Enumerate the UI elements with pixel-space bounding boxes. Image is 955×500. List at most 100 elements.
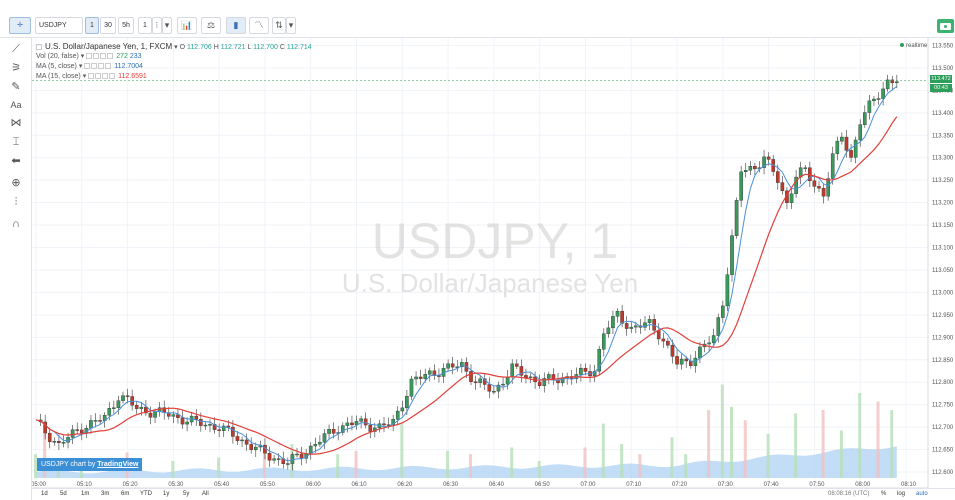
eye-icon[interactable] bbox=[88, 73, 95, 80]
more-icon[interactable] bbox=[105, 63, 112, 70]
chevron-down-icon[interactable]: ▾ bbox=[82, 73, 89, 80]
candle bbox=[666, 340, 670, 346]
time-tick-label: 07:20 bbox=[672, 482, 688, 488]
settings-icon[interactable] bbox=[93, 53, 100, 60]
candle bbox=[579, 367, 583, 375]
range-1y[interactable]: 1y bbox=[163, 491, 170, 497]
time-tick-label: 06:30 bbox=[443, 482, 459, 488]
ruler-icon[interactable]: ⫶ bbox=[14, 196, 18, 208]
magnet-icon[interactable]: ∩ bbox=[12, 218, 20, 230]
camera-icon[interactable] bbox=[937, 19, 954, 33]
candle bbox=[592, 371, 597, 377]
settings-icon[interactable] bbox=[91, 63, 98, 70]
chevron-down-icon[interactable]: ▾ bbox=[78, 63, 85, 70]
candle bbox=[446, 363, 450, 369]
range-3m[interactable]: 3m bbox=[101, 491, 110, 497]
settings-icon[interactable] bbox=[95, 73, 102, 80]
close-icon[interactable] bbox=[102, 73, 109, 80]
chart-area[interactable]: 113.550113.500113.450113.400113.350113.3… bbox=[32, 38, 955, 500]
price-tick-label: 113.500 bbox=[932, 66, 954, 72]
collapse-icon[interactable] bbox=[36, 44, 42, 51]
brush-icon[interactable]: ✎ bbox=[11, 81, 21, 93]
chevron-down-icon[interactable]: ▾ bbox=[286, 17, 296, 34]
candle bbox=[821, 188, 826, 197]
candle bbox=[583, 367, 588, 372]
candle bbox=[661, 338, 666, 342]
candle bbox=[144, 406, 148, 414]
candle bbox=[331, 429, 336, 434]
sort-icon[interactable]: ⇅ bbox=[272, 17, 286, 34]
candle bbox=[450, 363, 455, 368]
tradingview-branding[interactable]: USDJPY chart by TradingView bbox=[37, 458, 143, 471]
branding-link[interactable]: TradingView bbox=[97, 461, 139, 468]
indicators-icon[interactable]: 〽 bbox=[249, 17, 269, 34]
measure-icon[interactable]: ⌶ bbox=[12, 136, 20, 148]
candle bbox=[492, 390, 496, 393]
range-1m[interactable]: 1m bbox=[81, 491, 90, 497]
candle bbox=[478, 378, 482, 383]
price-chart[interactable]: 113.550113.500113.450113.400113.350113.3… bbox=[32, 38, 955, 500]
time-tick-label: 05:50 bbox=[260, 482, 276, 488]
crosshair-icon[interactable]: ✛ bbox=[9, 17, 31, 34]
range-ytd[interactable]: YTD bbox=[140, 491, 152, 497]
zoom-icon[interactable]: ⊕ bbox=[11, 177, 21, 189]
candle bbox=[382, 423, 386, 426]
legend-l-label: L bbox=[247, 44, 252, 51]
range-all[interactable]: All bbox=[202, 491, 209, 497]
percent-toggle[interactable]: % bbox=[881, 491, 887, 497]
last-price-tag: 113.472 bbox=[930, 75, 952, 83]
candle bbox=[180, 417, 185, 425]
candles-icon[interactable]: ▮ bbox=[226, 17, 246, 34]
volume-bar bbox=[858, 393, 862, 478]
candle bbox=[634, 325, 638, 328]
candle bbox=[286, 463, 290, 465]
legend-title: U.S. Dollar/Japanese Yen, 1, FXCM bbox=[44, 42, 173, 51]
close-icon[interactable] bbox=[98, 63, 105, 70]
compare-icon[interactable]: ⚖ bbox=[201, 17, 221, 34]
interval-1-button[interactable]: 1 bbox=[138, 17, 152, 34]
legend-vol-value-2: 233 bbox=[129, 53, 142, 60]
volume-bar bbox=[620, 444, 624, 478]
chevron-down-icon[interactable]: ▾ bbox=[162, 17, 172, 34]
candle bbox=[679, 358, 684, 365]
chevron-down-icon[interactable]: ▾ bbox=[174, 44, 180, 51]
candle bbox=[57, 441, 61, 443]
eye-icon[interactable] bbox=[86, 53, 93, 60]
utc-clock: 08:08:16 (UTC) bbox=[828, 491, 870, 497]
interval-30-button[interactable]: 30 bbox=[100, 17, 116, 34]
pattern-icon[interactable]: ⋈ bbox=[10, 117, 22, 129]
more-icon[interactable] bbox=[107, 53, 114, 60]
eye-icon[interactable] bbox=[84, 63, 91, 70]
volume-bar bbox=[670, 437, 674, 478]
candle bbox=[707, 342, 711, 345]
chart-style-icon[interactable]: 📊 bbox=[177, 17, 197, 34]
range-6m[interactable]: 6m bbox=[121, 491, 130, 497]
range-5d[interactable]: 5d bbox=[60, 491, 67, 497]
candle bbox=[386, 424, 391, 426]
volume-bar bbox=[43, 433, 47, 478]
trend-line-icon[interactable]: ⟋ bbox=[12, 43, 20, 55]
text-icon[interactable]: Aa bbox=[10, 100, 22, 110]
chevron-down-icon[interactable]: ▾ bbox=[80, 53, 87, 60]
candle bbox=[327, 429, 331, 434]
auto-toggle[interactable]: auto bbox=[916, 491, 928, 497]
price-tick-label: 113.550 bbox=[932, 43, 954, 49]
symbol-search-input[interactable]: USDJPY bbox=[35, 17, 83, 34]
candle bbox=[244, 439, 249, 445]
range-5y[interactable]: 5y bbox=[183, 491, 190, 497]
range-1d[interactable]: 1d bbox=[41, 491, 48, 497]
legend-h-label: H bbox=[213, 44, 219, 51]
fib-icon[interactable]: ⚞ bbox=[11, 62, 21, 74]
more-icon[interactable] bbox=[109, 73, 116, 80]
interval-5h-button[interactable]: 5h bbox=[118, 17, 134, 34]
arrow-left-icon[interactable]: ⬅ bbox=[11, 155, 21, 167]
bottom-range-bar: 1d 5d 1m 3m 6m YTD 1y 5y All 08:08:16 (U… bbox=[32, 488, 955, 500]
legend-o-value: 112.706 bbox=[186, 44, 212, 51]
candle bbox=[363, 418, 368, 426]
close-icon[interactable] bbox=[100, 53, 107, 60]
log-toggle[interactable]: log bbox=[897, 491, 906, 497]
more-intervals-button[interactable]: ⋮ bbox=[152, 17, 162, 34]
candle bbox=[176, 414, 180, 418]
interval-1m-button[interactable]: 1 bbox=[85, 17, 99, 34]
chart-legend: U.S. Dollar/Japanese Yen, 1, FXCM ▾ O 11… bbox=[36, 42, 312, 82]
